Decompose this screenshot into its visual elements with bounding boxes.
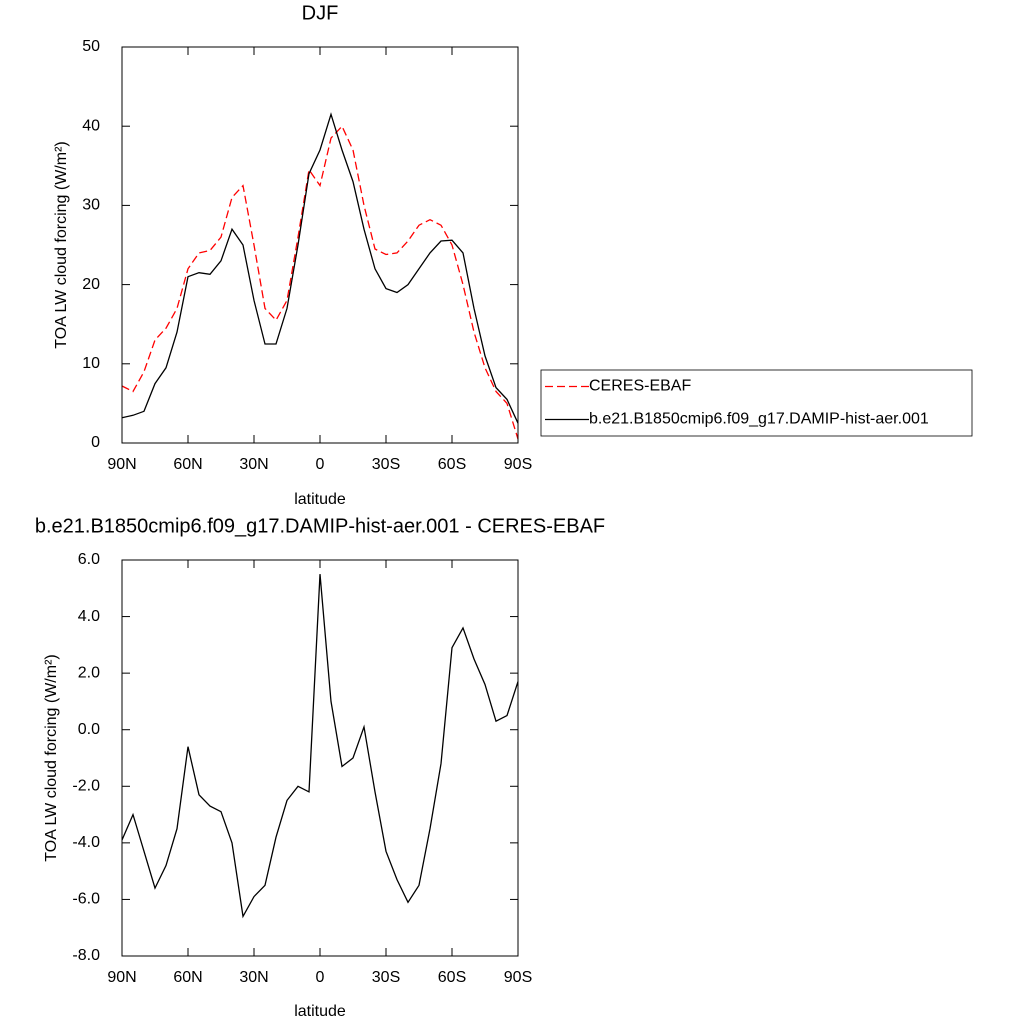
legend-label: CERES-EBAF [589,378,691,395]
x-tick-label: 60S [438,456,466,473]
x-tick-label: 90S [504,969,532,986]
chart-title: b.e21.B1850cmip6.f09_g17.DAMIP-hist-aer.… [35,515,605,537]
y-tick-label: 0 [91,434,100,451]
x-tick-label: 30S [372,456,400,473]
y-tick-label: 20 [82,276,100,293]
x-tick-label: 60S [438,969,466,986]
x-tick-label: 90S [504,456,532,473]
y-tick-label: -4.0 [72,834,100,851]
y-tick-label: 30 [82,197,100,214]
x-axis-label: latitude [294,491,346,508]
y-tick-label: -2.0 [72,778,100,795]
y-tick-label: 6.0 [78,551,100,568]
y-axis-label: TOA LW cloud forcing (W/m²) [53,141,70,348]
x-tick-label: 0 [316,456,325,473]
plot-frame [121,559,519,957]
series-line [121,125,519,440]
series-line [121,112,519,424]
x-tick-label: 60N [173,969,202,986]
y-tick-label: 4.0 [78,608,100,625]
y-tick-label: 10 [82,355,100,372]
x-tick-label: 90N [107,969,136,986]
x-axis-label: latitude [294,1003,346,1020]
y-axis-label: TOA LW cloud forcing (W/m²) [43,654,60,861]
x-tick-label: 60N [173,456,202,473]
x-tick-label: 90N [107,456,136,473]
legend-box [540,369,973,437]
y-tick-label: 0.0 [78,721,100,738]
y-tick-label: 2.0 [78,664,100,681]
y-tick-label: 50 [82,38,100,55]
y-tick-label: -6.0 [72,891,100,908]
x-tick-label: 30S [372,969,400,986]
series-line [121,574,519,919]
plot-frame [121,46,519,444]
x-tick-label: 0 [316,969,325,986]
x-tick-label: 30N [239,969,268,986]
y-tick-label: 40 [82,117,100,134]
y-tick-label: -8.0 [72,947,100,964]
legend-label: b.e21.B1850cmip6.f09_g17.DAMIP-hist-aer.… [589,411,929,428]
chart-title: DJF [302,2,339,24]
x-tick-label: 30N [239,456,268,473]
